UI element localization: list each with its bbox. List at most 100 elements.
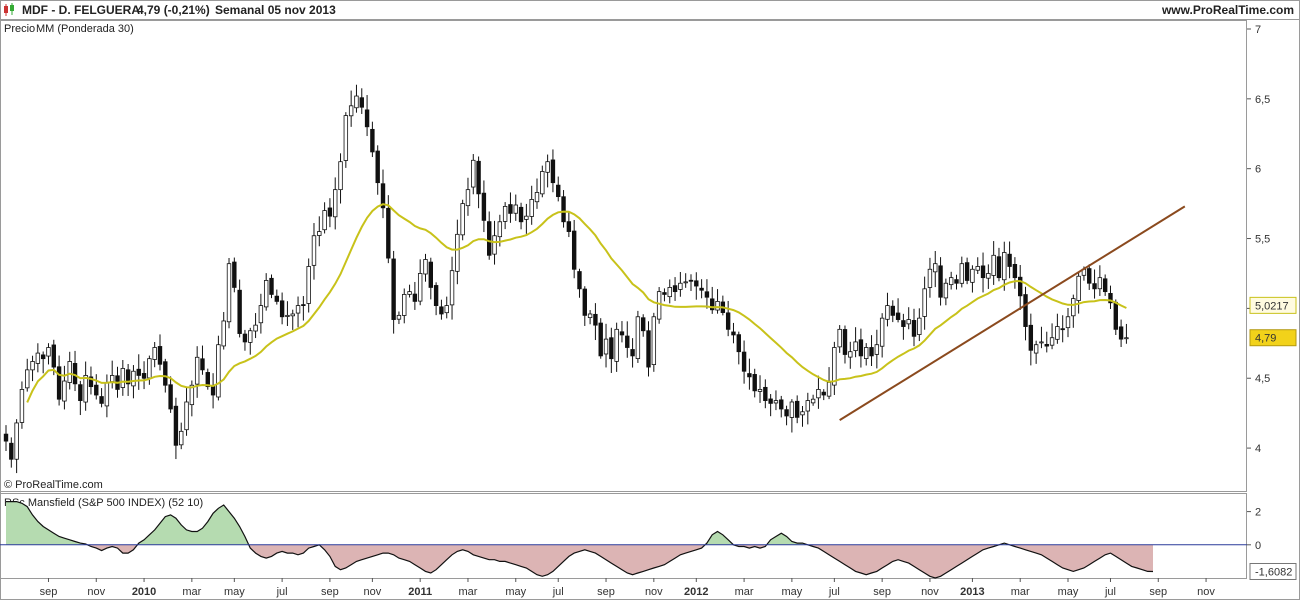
- candle: [88, 366, 94, 395]
- y-tick-label: 4,5: [1255, 373, 1270, 385]
- candle: [99, 388, 104, 408]
- candle: [609, 327, 614, 373]
- ma-value-tag: 5,0217: [1249, 296, 1297, 314]
- candle: [338, 153, 343, 204]
- rsc-title: RSc Mansfield (S&P 500 INDEX) (52 10): [4, 497, 203, 509]
- x-tick-label: nov: [364, 586, 382, 598]
- candle: [720, 295, 726, 316]
- candle: [1055, 313, 1060, 344]
- candle: [662, 288, 667, 302]
- candle: [587, 310, 593, 325]
- candle: [370, 121, 375, 158]
- x-tick-label: nov: [1197, 586, 1215, 598]
- candle: [529, 185, 534, 225]
- candle: [263, 273, 269, 311]
- candle: [534, 178, 540, 209]
- candle: [1097, 265, 1103, 296]
- rsc-panel-frame: [0, 493, 1247, 579]
- candle: [1049, 323, 1055, 350]
- candle: [688, 274, 694, 291]
- candle: [667, 279, 672, 304]
- ma-line: [26, 203, 1127, 403]
- candle: [911, 308, 917, 347]
- candle: [1028, 313, 1034, 366]
- candle: [322, 202, 327, 234]
- candle: [794, 395, 800, 424]
- candle: [269, 274, 274, 299]
- candle: [412, 281, 418, 310]
- x-tick-label: sep: [873, 586, 891, 598]
- candle: [253, 313, 258, 339]
- candle: [1102, 274, 1108, 296]
- x-tick-label: sep: [597, 586, 615, 598]
- candle: [423, 253, 428, 282]
- candle: [14, 419, 19, 474]
- price-y-axis: 76,565,554,54: [1247, 24, 1270, 455]
- candle: [832, 341, 837, 395]
- candle: [301, 296, 306, 321]
- candle: [630, 338, 635, 368]
- candle: [986, 264, 991, 289]
- candle: [1092, 269, 1097, 299]
- candle: [433, 282, 439, 316]
- candle: [959, 256, 964, 288]
- candle: [710, 286, 715, 314]
- candle: [927, 257, 933, 298]
- candle: [625, 321, 630, 358]
- y-tick-label: 6: [1255, 164, 1261, 176]
- candle: [593, 303, 598, 341]
- candle: [444, 296, 449, 319]
- candle: [476, 156, 481, 209]
- candle: [879, 313, 885, 358]
- candle: [189, 380, 195, 417]
- candle: [1007, 241, 1012, 279]
- candle: [672, 277, 678, 301]
- candle: [343, 112, 349, 168]
- candle: [864, 343, 869, 366]
- candle: [821, 389, 826, 401]
- candle: [210, 373, 216, 409]
- x-tick-label: nov: [87, 586, 105, 598]
- ma-value-tag-text: 5,0217: [1255, 300, 1289, 312]
- candle: [168, 376, 173, 413]
- candle: [736, 331, 741, 365]
- candle: [184, 387, 189, 436]
- candle: [327, 198, 333, 228]
- candle: [1012, 257, 1018, 289]
- candle: [157, 334, 163, 371]
- time-x-axis: sep nov 2010 mar may jul sep nov 2011 mar may jul se…: [40, 578, 1215, 598]
- candle: [1071, 294, 1076, 328]
- candle: [938, 257, 943, 306]
- x-tick-label: sep: [321, 586, 339, 598]
- candle: [524, 203, 529, 234]
- candle: [741, 340, 747, 384]
- candle: [83, 361, 88, 411]
- candle: [364, 95, 370, 137]
- candle: [306, 258, 311, 313]
- trendline: [839, 205, 1186, 421]
- candle: [678, 271, 683, 297]
- y-tick-label: 7: [1255, 24, 1261, 36]
- candle: [858, 328, 864, 368]
- candle: [970, 265, 975, 293]
- candle: [471, 154, 476, 195]
- candle: [641, 314, 646, 337]
- candle: [954, 274, 959, 290]
- candle: [407, 284, 412, 298]
- candle: [62, 365, 67, 410]
- candle: [550, 149, 556, 193]
- candle: [518, 202, 524, 230]
- price-legend-label: Precio: [4, 23, 35, 35]
- last-price-tag: 4,79: [1249, 329, 1297, 347]
- candle: [683, 273, 688, 288]
- y-tick-label: 6,5: [1255, 94, 1270, 106]
- candle: [120, 359, 126, 396]
- candle: [603, 323, 609, 368]
- candle: [789, 399, 795, 433]
- candle: [125, 364, 131, 396]
- price-panel-frame: [0, 20, 1247, 492]
- candle: [487, 211, 492, 260]
- candle: [285, 301, 290, 326]
- quote-label: 4,79 (-0,21%): [137, 3, 210, 17]
- candle: [598, 318, 603, 359]
